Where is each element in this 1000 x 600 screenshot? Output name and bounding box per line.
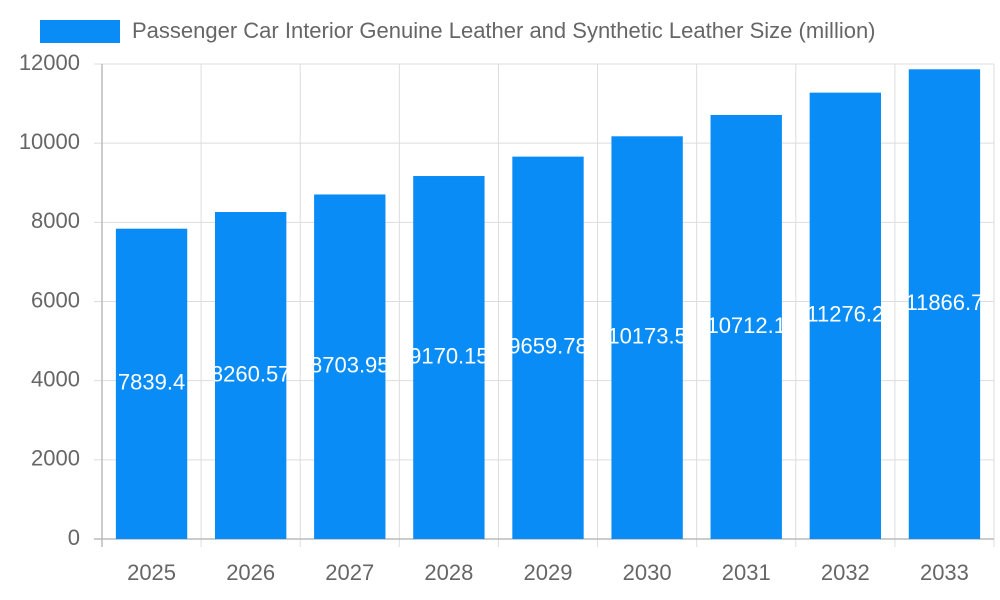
x-tick-label: 2025 [127, 560, 176, 585]
y-tick-label: 2000 [31, 446, 80, 471]
x-tick-label: 2026 [226, 560, 275, 585]
data-label: 10712.1 [706, 313, 786, 338]
x-tick-label: 2031 [722, 560, 771, 585]
x-tick-label: 2030 [623, 560, 672, 585]
data-label: 7839.4 [118, 370, 185, 395]
y-tick-label: 12000 [19, 50, 80, 75]
y-tick-label: 10000 [19, 129, 80, 154]
bar [512, 156, 584, 539]
bar [115, 228, 188, 539]
data-label: 9659.78 [508, 334, 588, 359]
x-tick-label: 2028 [424, 560, 473, 585]
y-tick-label: 4000 [31, 366, 80, 391]
bar [413, 176, 485, 539]
data-label: 11276.2 [806, 302, 884, 327]
y-tick-label: 8000 [31, 208, 80, 233]
y-tick-label: 0 [68, 525, 80, 550]
y-tick-label: 6000 [31, 287, 80, 312]
data-label: 10173.5 [607, 323, 687, 348]
data-label: 8703.95 [310, 353, 390, 378]
x-tick-label: 2033 [920, 560, 969, 585]
bar [611, 136, 683, 540]
bar [809, 92, 882, 539]
x-tick-label: 2029 [524, 560, 573, 585]
bar [710, 114, 782, 540]
x-tick-label: 2027 [325, 560, 374, 585]
data-label: 9170.15 [409, 343, 489, 368]
legend-label: Passenger Car Interior Genuine Leather a… [132, 18, 876, 43]
x-tick-label: 2032 [821, 560, 870, 585]
legend-swatch [40, 20, 120, 43]
data-label: 8260.57 [211, 361, 291, 386]
data-label: 11866.7 [905, 290, 983, 315]
bar [314, 194, 386, 540]
bar [908, 69, 981, 539]
bar [214, 212, 287, 539]
